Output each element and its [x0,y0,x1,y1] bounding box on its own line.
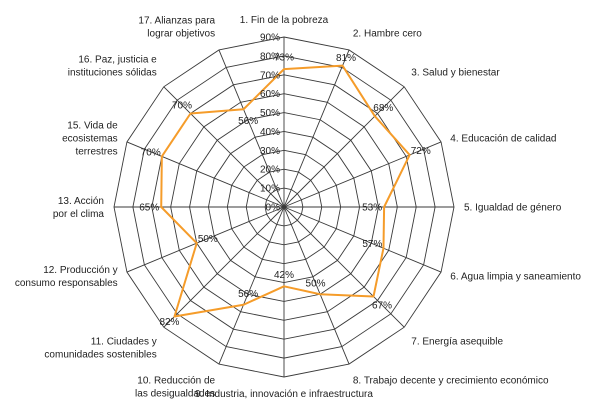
value-label: 73% [274,53,294,64]
category-label: 6. Agua limpia y saneamiento [450,271,581,282]
value-label: 42% [274,270,294,281]
category-label: 12. Producción y consumo responsables [15,265,118,289]
category-label: 15. Vida de ecosistemas terrestres [62,121,118,158]
value-label: 56% [238,116,258,127]
spoke-12 [126,206,285,273]
spoke-3 [283,86,405,208]
scale-label: 40% [260,127,280,138]
scale-label: 10% [260,184,280,195]
category-label: 8. Trabajo decente y crecimiento económi… [353,375,549,386]
spoke-8 [283,206,350,365]
spoke-7 [283,206,405,328]
category-label: 11. Ciudades y comunidades sostenibles [44,336,156,360]
scale-label: 80% [260,51,280,62]
scale-label: 90% [260,33,280,44]
category-label: 16. Paz, justicia e instituciones sólidas [68,55,157,79]
category-label: 17. Alianzas para lograr objetivos [138,16,215,40]
value-label: 82% [159,317,179,328]
spoke-16 [218,49,285,208]
category-label: 2. Hambre cero [353,29,422,40]
scale-labels: 0% 10% 20% 30% 40% 50% 60% 70% 80% 90% [260,33,280,214]
spoke-6 [283,206,442,273]
value-label: 81% [336,53,356,64]
series-layer [160,64,411,318]
scale-label: 60% [260,89,280,100]
value-label: 50% [306,279,326,290]
category-label: 4. Educación de calidad [450,134,556,145]
category-labels: 1. Fin de la pobreza 2. Hambre cero 3. Sal… [15,15,582,400]
scale-label: 50% [260,108,280,119]
value-label: 50% [198,234,218,245]
category-label: 1. Fin de la pobreza [240,15,329,26]
spoke-15 [163,86,285,208]
scale-label: 0% [266,203,281,214]
spoke-2 [283,49,350,208]
scale-label: 20% [260,165,280,176]
spoke-11 [163,206,285,328]
value-label: 68% [373,103,393,114]
category-label: 3. Salud y bienestar [411,68,500,79]
scale-label: 30% [260,146,280,157]
value-label: 70% [141,147,161,158]
value-label: 67% [372,300,392,311]
category-label: 9. Industria, innovación e infraestructu… [195,389,373,400]
value-label: 72% [411,146,431,157]
category-label: 13. Acción por el clima [53,196,105,220]
value-label: 56% [238,289,258,300]
value-label: 57% [362,239,382,250]
spoke-10 [218,206,285,365]
value-label: 53% [362,203,382,214]
value-label: 65% [139,203,159,214]
category-label: 10. Reducción de las desigualdades [135,375,215,399]
value-labels: 73% 81% 68% 72% 53% 57% 67% 50% 42% 56% 82% 50% 65% 7… [139,53,431,328]
category-label: 5. Igualdad de género [464,203,562,214]
category-label: 7. Energía asequible [411,336,503,347]
spoke-14 [126,141,285,208]
scale-label: 70% [260,70,280,81]
grid-layer [113,36,455,378]
value-label: 70% [172,101,192,112]
spoke-4 [283,141,442,208]
